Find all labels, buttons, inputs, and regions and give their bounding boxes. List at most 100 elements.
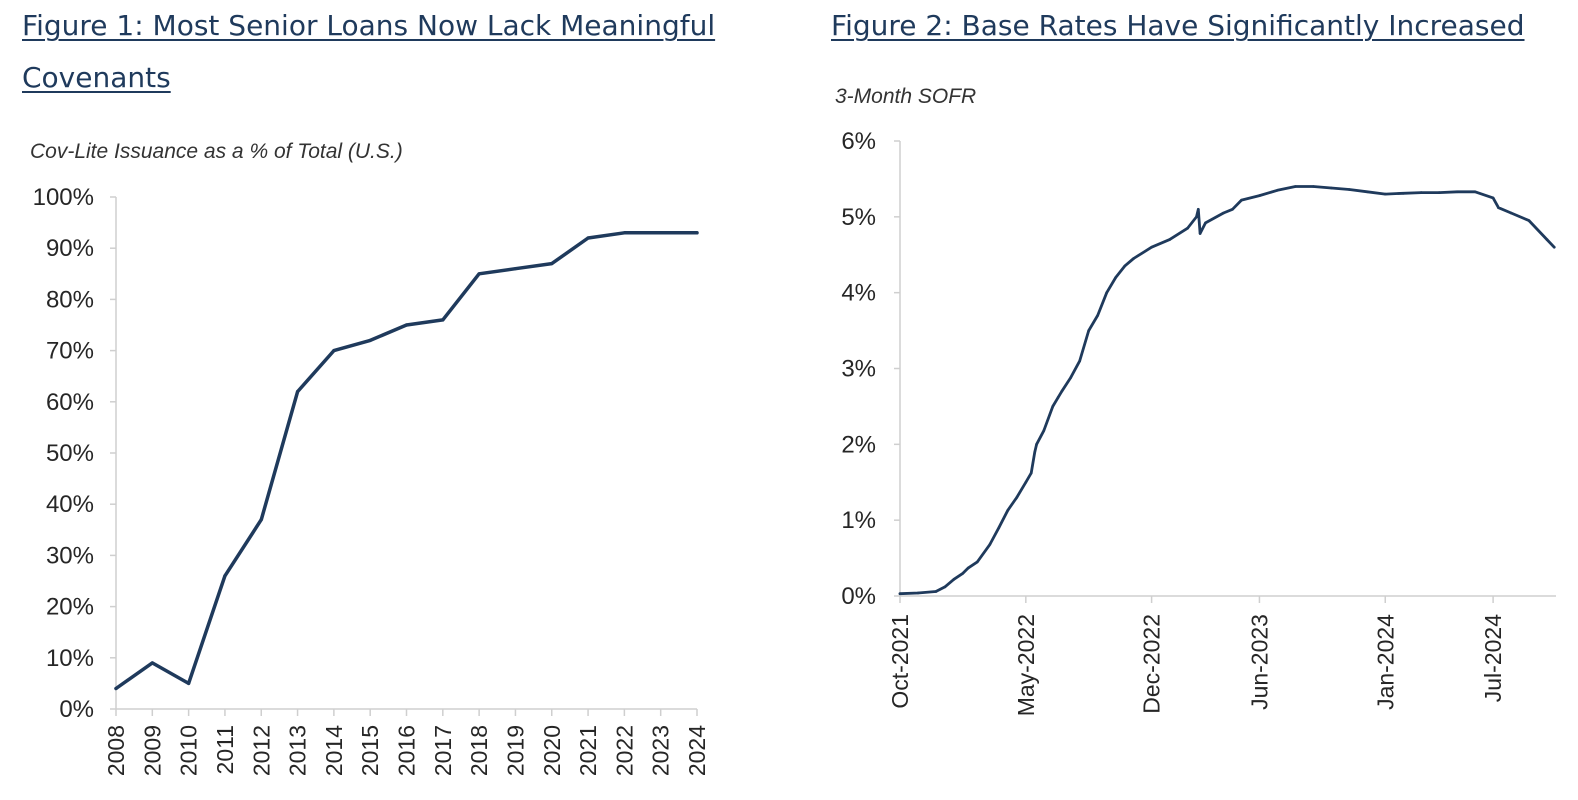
chart-1-x-tick-label: 2010 xyxy=(176,725,202,776)
chart-1-data-points xyxy=(114,231,699,691)
chart-2-data-point xyxy=(997,526,1001,530)
chart-1-y-tick-label: 60% xyxy=(46,389,94,416)
chart-1-x-tick-label: 2014 xyxy=(321,725,347,776)
chart-2-data-point xyxy=(1056,396,1060,399)
chart-1-data-point xyxy=(223,574,227,578)
chart-2-x-tick-label: May-2022 xyxy=(1013,614,1039,716)
chart-2-data-point xyxy=(1365,190,1369,194)
chart-2-x-axis: Oct-2021 May-2022 Dec-2022 Jun-2023 Jan-2024… xyxy=(887,595,1556,716)
chart-1-data-point xyxy=(659,231,663,235)
chart-2-data-point xyxy=(1509,211,1513,215)
chart-2-data-point xyxy=(1096,314,1099,317)
chart-2-data-point xyxy=(943,585,947,589)
chart-1-data-point xyxy=(441,318,445,322)
chart-2-data-point xyxy=(1240,198,1243,202)
chart-2-data-point xyxy=(1078,359,1082,363)
chart-1-x-tick-label: 2009 xyxy=(139,725,165,776)
chart-2-x-tick-label: Dec-2022 xyxy=(1139,614,1165,714)
chart-2-data-point xyxy=(1294,185,1297,188)
chart-1-data-point xyxy=(550,261,554,266)
chart-2-data-point xyxy=(1006,509,1010,512)
chart-2-data-point xyxy=(1276,188,1279,192)
chart-2-data-point xyxy=(1222,211,1225,215)
chart-2-data-point xyxy=(1042,429,1046,432)
chart-2-data-point xyxy=(1186,226,1189,230)
chart-2-y-tick-label: 5% xyxy=(841,204,876,231)
chart-2-data-point xyxy=(1132,257,1135,260)
chart-2-data-point xyxy=(1348,188,1351,191)
chart-1-x-axis: 2008 2009 2010 2011 2012 2013 2014 2015 2016 2017… xyxy=(103,708,710,776)
chart-2-data-point xyxy=(1087,329,1091,332)
chart-2-data-point xyxy=(1491,196,1495,200)
chart-1-y-tick-label: 70% xyxy=(46,338,94,365)
chart-1-data-point xyxy=(368,338,372,342)
chart-1-x-tick-label: 2008 xyxy=(103,725,129,776)
chart-2-data-point xyxy=(1204,221,1207,225)
chart-1-data-point xyxy=(259,517,263,522)
chart-1-data-point xyxy=(404,323,409,327)
chart-1-y-tick-label: 10% xyxy=(46,645,94,672)
chart-1-data-point xyxy=(477,272,481,276)
chart-1-x-tick-label: 2012 xyxy=(248,725,274,776)
chart-1-y-tick-label: 20% xyxy=(46,594,94,621)
chart-2-data-point xyxy=(898,592,902,596)
chart-1-x-tick-label: 2021 xyxy=(575,725,601,776)
chart-2-data-point xyxy=(1437,191,1441,194)
chart-1-data-point xyxy=(586,236,590,240)
chart-1-data-point xyxy=(695,231,699,235)
chart-2-data-point xyxy=(1473,190,1477,194)
chart-1-x-tick-label: 2023 xyxy=(648,725,674,776)
chart-1-data-point xyxy=(295,389,300,394)
chart-1-y-tick-label: 40% xyxy=(46,491,94,518)
chart-2-data-point xyxy=(1552,245,1556,249)
chart-2-subtitle: 3-Month SOFR xyxy=(835,85,976,108)
chart-2-x-tick-label: Jun-2023 xyxy=(1246,614,1272,710)
chart-2-data-point xyxy=(1024,480,1028,484)
chart-1-data-point xyxy=(150,661,154,665)
chart-1-y-tick-label: 30% xyxy=(46,542,94,569)
chart-2-y-tick-label: 6% xyxy=(841,128,876,155)
chart-2-data-point xyxy=(1060,389,1064,393)
chart-2-y-tick-label: 3% xyxy=(841,356,876,383)
chart-1-y-axis: 0% 10% 20% 30% 40% 50% 60% 70% 80% 90% 100% xyxy=(33,184,117,723)
chart-2-data-point xyxy=(1123,264,1126,268)
chart-1-x-tick-label: 2015 xyxy=(357,725,383,776)
chart-1-x-tick-label: 2024 xyxy=(684,725,710,776)
chart-1-x-tick-label: 2016 xyxy=(394,725,420,776)
chart-2-data-point xyxy=(1330,186,1333,190)
figure-1-title: Figure 1: Most Senior Loans Now Lack Mea… xyxy=(22,9,716,94)
chart-1-x-tick-label: 2018 xyxy=(466,725,492,776)
chart-1-data-point xyxy=(114,686,118,691)
chart-1-subtitle: Cov-Lite Issuance as a % of Total (U.S.) xyxy=(30,140,403,163)
chart-2-data-point xyxy=(952,578,956,581)
chart-1-data-point xyxy=(513,267,518,271)
chart-2-data-point xyxy=(975,560,979,564)
chart-2-data-point xyxy=(1497,206,1500,210)
chart-2-data-point xyxy=(1312,185,1315,188)
chart-2-data-point xyxy=(1401,192,1405,195)
chart-2-y-tick-label: 0% xyxy=(841,583,876,610)
chart-2-data-point xyxy=(1051,405,1055,408)
chart-2-y-tick-label: 1% xyxy=(841,507,876,534)
chart-2-data-point xyxy=(1258,194,1261,197)
chart-1-y-tick-label: 100% xyxy=(33,184,94,211)
chart-1-data-point xyxy=(187,681,191,686)
chart-2-data-point xyxy=(1195,215,1198,219)
chart-2-x-tick-label: Jul-2024 xyxy=(1480,614,1506,702)
chart-2-data-point xyxy=(1015,496,1019,499)
chart-2-data-point xyxy=(1455,190,1459,194)
chart-1-x-tick-label: 2020 xyxy=(539,725,565,776)
chart-2-data-point xyxy=(1383,192,1387,196)
chart-2-data-point xyxy=(1168,238,1171,241)
chart-2-data-point xyxy=(1150,245,1153,249)
chart-1-x-tick-label: 2011 xyxy=(212,725,238,774)
chart-1-y-tick-label: 50% xyxy=(46,440,94,467)
chart-1-data-point xyxy=(332,349,336,353)
chart-1-data-point xyxy=(622,231,626,235)
chart-2-y-tick-label: 2% xyxy=(841,431,876,458)
chart-2-x-tick-label: Jan-2024 xyxy=(1372,614,1398,710)
chart-2-data-point xyxy=(916,591,920,595)
chart-2-y-axis: 0% 1% 2% 3% 4% 5% 6% xyxy=(841,128,901,610)
